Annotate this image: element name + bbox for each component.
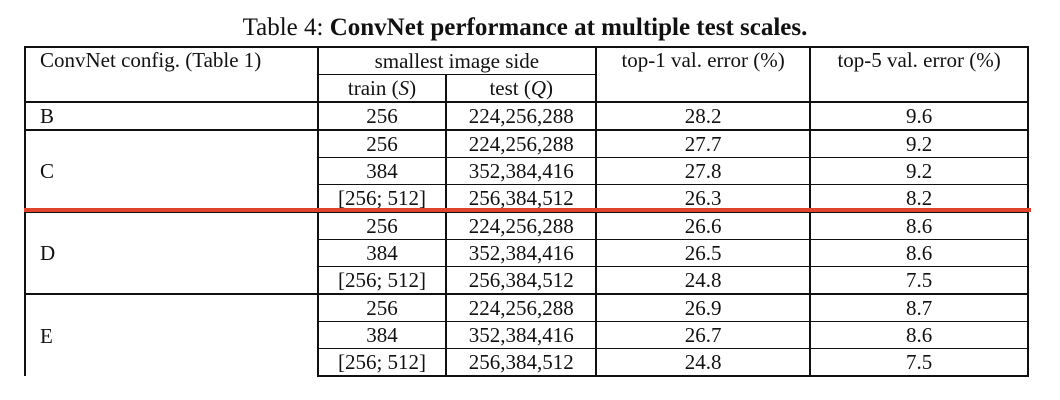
cell-top1: 26.5 (595, 239, 812, 267)
table-row: [256; 512] 256,384,512 26.3 8.2 (25, 184, 1029, 212)
cell-test: 256,384,512 (445, 266, 598, 294)
cell-config: C (24, 129, 319, 212)
cell-top1: 27.8 (595, 157, 812, 185)
cell-train: 384 (316, 321, 448, 349)
caption-title: ConvNet performance at multiple test sca… (329, 14, 808, 41)
cell-train: 256 (316, 211, 448, 240)
red-annotation-line (24, 208, 1031, 212)
cell-train: [256; 512] (316, 266, 448, 294)
results-table: ConvNet config. (Table 1) smallest image… (24, 46, 1029, 377)
cell-test: 224,256,288 (445, 129, 598, 158)
header-test-text: test (Q) (489, 76, 554, 100)
cell-test: 256,384,512 (445, 184, 598, 212)
cell-top5: 8.6 (809, 211, 1029, 240)
subheader-row: train (S) test (Q) (25, 74, 1028, 102)
cell-train: 256 (316, 129, 448, 158)
table-row: E 256 224,256,288 26.9 8.7 (24, 293, 1029, 376)
cell-train: 256 (316, 293, 448, 322)
cell-test: 224,256,288 (445, 293, 598, 322)
table-row: B 256 224,256,288 28.2 9.6 (24, 101, 1029, 130)
table-row: [256; 512] 256,384,512 24.8 7.5 (25, 266, 1029, 294)
header-test: test (Q) (445, 74, 598, 102)
cell-top5: 8.2 (809, 184, 1029, 212)
cell-top5: 9.6 (809, 101, 1029, 130)
cell-train: 384 (316, 239, 448, 267)
table-row: [256; 512] 256,384,512 24.8 7.5 (25, 348, 1029, 377)
header-row: ConvNet config. (Table 1) smallest image… (24, 46, 1029, 102)
cell-top1: 26.3 (595, 184, 812, 212)
cell-top1-best: 24.8 (595, 348, 812, 377)
header-smallest-side: smallest image side (316, 46, 598, 75)
header-top5: top-5 val. error (%) (809, 46, 1029, 102)
cell-top1-best: 24.8 (595, 266, 812, 294)
cell-train: [256; 512] (316, 348, 448, 377)
cell-config: E (24, 293, 319, 376)
header-train-text: train (S) (347, 76, 417, 100)
table-caption: Table 4: ConvNet performance at multiple… (0, 14, 1050, 42)
cell-top1: 27.7 (595, 129, 812, 158)
cell-train: 384 (316, 157, 448, 185)
table-row: 384 352,384,416 26.7 8.6 (25, 321, 1029, 349)
cell-top1: 26.6 (595, 211, 812, 240)
cell-top1: 28.2 (595, 101, 812, 130)
header-config: ConvNet config. (Table 1) (24, 46, 319, 102)
header-top1: top-1 val. error (%) (595, 46, 812, 102)
cell-top5-best: 7.5 (809, 348, 1029, 377)
cell-top5-best: 7.5 (809, 266, 1029, 294)
cell-train: [256; 512] (316, 184, 448, 212)
cell-test: 256,384,512 (445, 348, 598, 377)
cell-config: B (24, 101, 319, 130)
cell-train: 256 (316, 101, 448, 130)
cell-top5: 9.2 (809, 129, 1029, 158)
cell-top1: 26.9 (595, 293, 812, 322)
table-row: 384 352,384,416 26.5 8.6 (25, 239, 1029, 267)
cell-test: 352,384,416 (445, 157, 598, 185)
cell-top5: 9.2 (809, 157, 1029, 185)
cell-config: D (24, 211, 319, 294)
cell-test: 352,384,416 (445, 321, 598, 349)
header-train: train (S) (316, 74, 448, 102)
caption-prefix: Table 4: (242, 14, 330, 41)
cell-top5: 8.6 (809, 321, 1029, 349)
cell-test: 224,256,288 (445, 211, 598, 240)
cell-top5: 8.7 (809, 293, 1029, 322)
cell-top5: 8.6 (809, 239, 1029, 267)
table-row: D 256 224,256,288 26.6 8.6 (24, 211, 1029, 294)
table-row: 384 352,384,416 27.8 9.2 (25, 157, 1029, 185)
table-row: C 256 224,256,288 27.7 9.2 (24, 129, 1029, 212)
cell-test: 352,384,416 (445, 239, 598, 267)
cell-top1: 26.7 (595, 321, 812, 349)
cell-test: 224,256,288 (445, 101, 598, 130)
